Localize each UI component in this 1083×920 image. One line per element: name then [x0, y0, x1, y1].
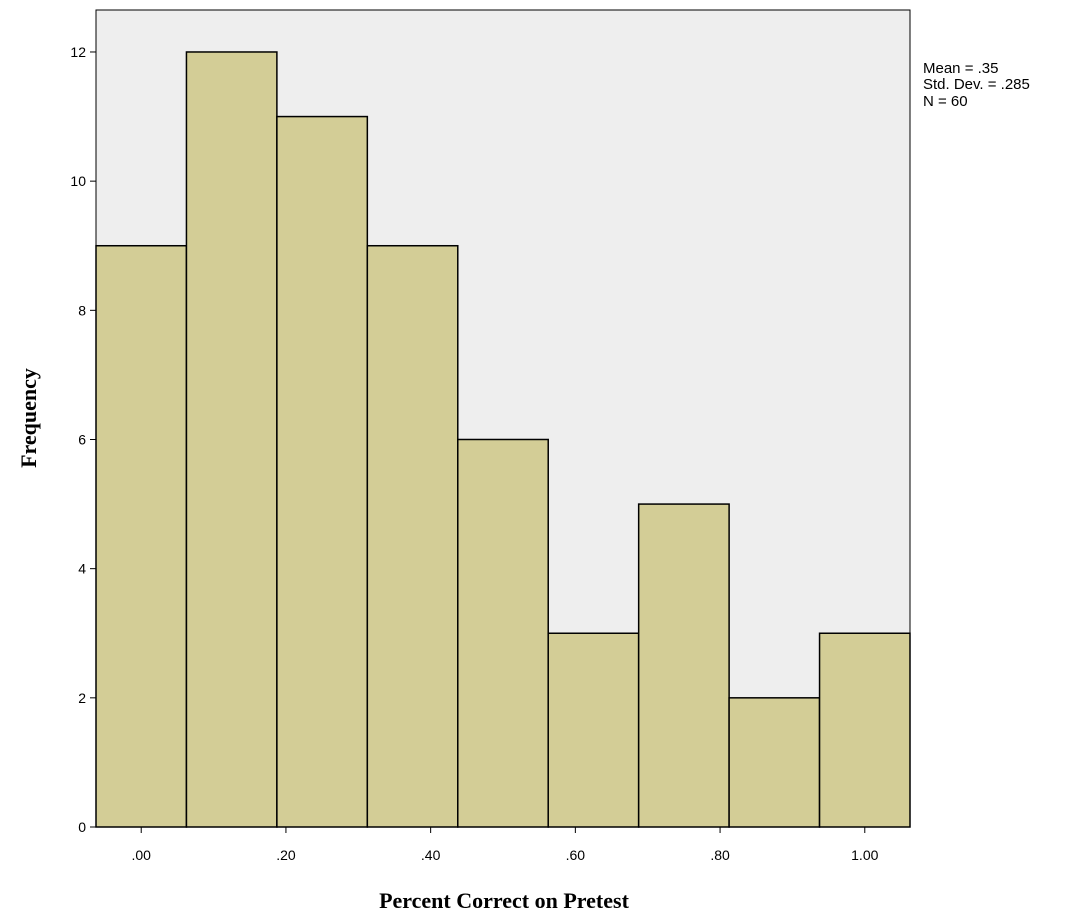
y-tick-label: 8: [78, 302, 86, 318]
y-tick-label: 4: [78, 561, 86, 577]
y-tick-label: 10: [70, 173, 86, 189]
x-tick-label: .20: [276, 847, 296, 863]
x-tick-label: .00: [131, 847, 151, 863]
y-axis-title: Frequency: [16, 368, 41, 468]
x-tick-label: 1.00: [851, 847, 878, 863]
stats-std-dev: Std. Dev. = .285: [923, 76, 1030, 93]
x-tick-label: .60: [566, 847, 586, 863]
histogram-bar-7: [639, 504, 729, 827]
histogram-bar-8: [729, 698, 819, 827]
histogram-bar-1: [96, 246, 186, 827]
stats-box: Mean = .35 Std. Dev. = .285 N = 60: [923, 60, 1030, 110]
x-tick-label: .80: [710, 847, 730, 863]
x-axis-ticks: .00 .20 .40 .60 .80 1.00: [131, 827, 878, 863]
stats-mean: Mean = .35: [923, 60, 998, 77]
y-axis-ticks: 0 2 4 6 8 10 12: [70, 44, 96, 835]
x-tick-label: .40: [421, 847, 441, 863]
histogram-bar-2: [186, 52, 276, 827]
histogram-bar-4: [367, 246, 457, 827]
histogram-bar-3: [277, 117, 367, 827]
x-axis-title: Percent Correct on Pretest: [379, 888, 629, 913]
y-tick-label: 0: [78, 819, 86, 835]
y-tick-label: 6: [78, 431, 86, 447]
histogram-bar-5: [458, 439, 548, 827]
y-tick-label: 12: [70, 44, 86, 60]
histogram-bar-6: [548, 633, 638, 827]
stats-n: N = 60: [923, 93, 968, 110]
y-tick-label: 2: [78, 690, 86, 706]
histogram-bar-9: [820, 633, 910, 827]
